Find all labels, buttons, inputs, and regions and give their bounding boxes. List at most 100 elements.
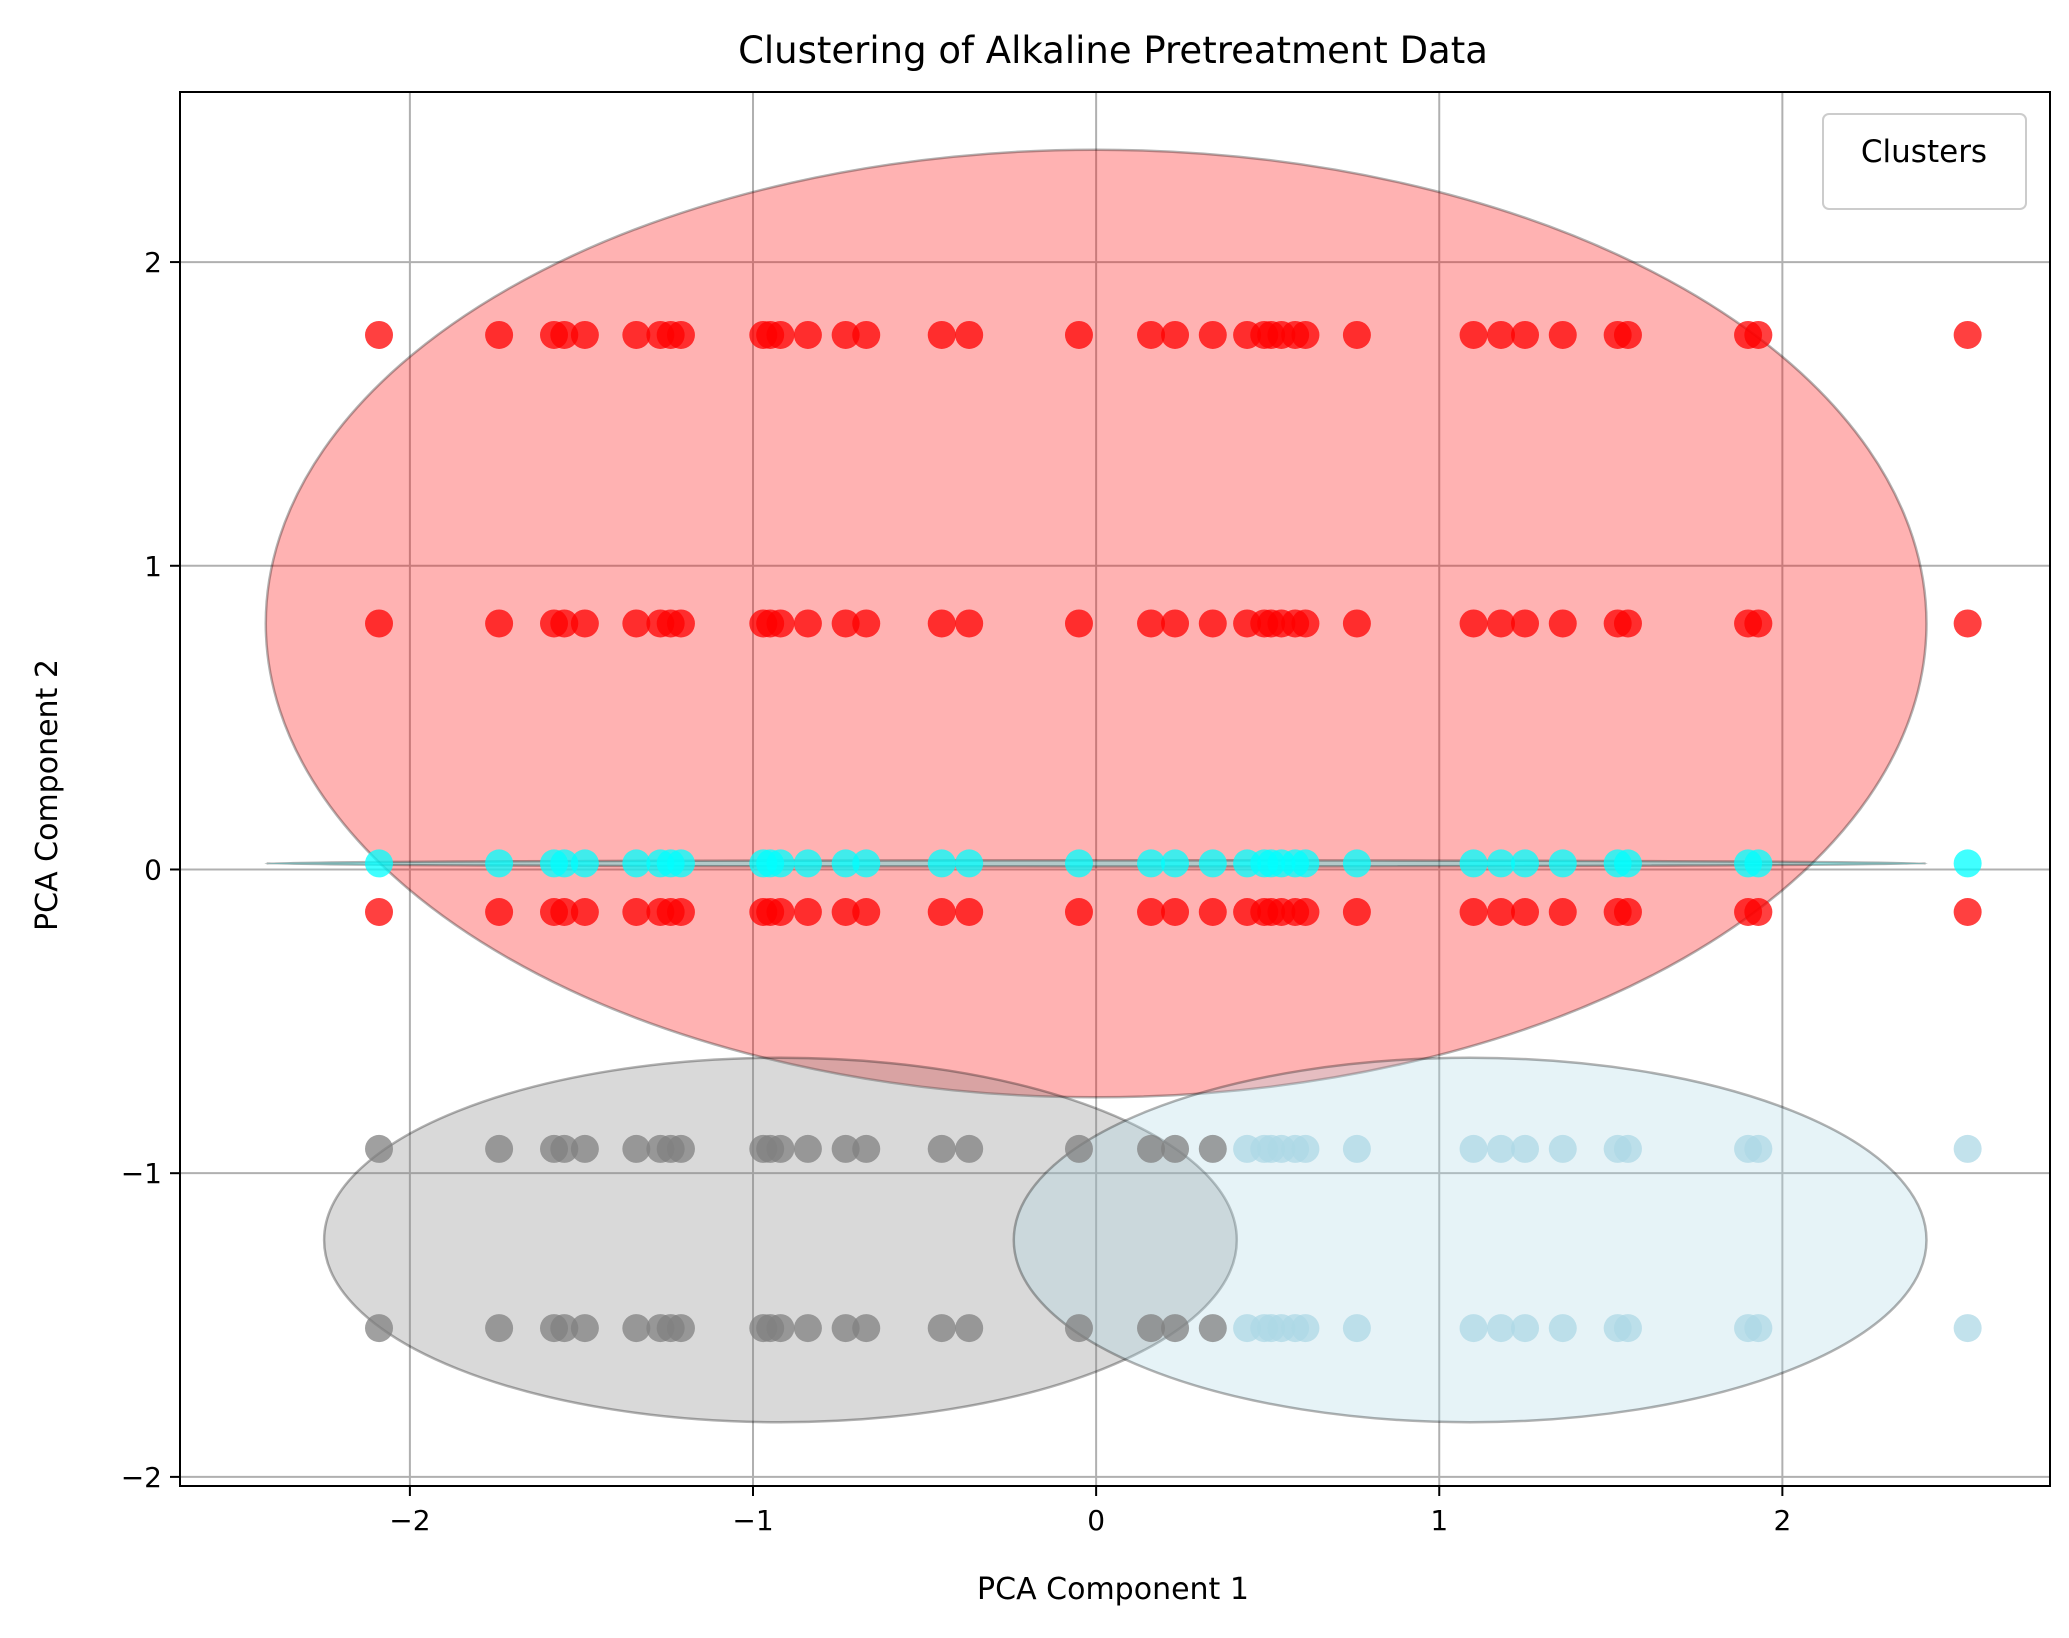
data-point (666, 898, 695, 926)
data-point (485, 609, 514, 638)
x-tick-label: 1 (1430, 1504, 1448, 1537)
data-point (831, 609, 860, 638)
data-point (1198, 849, 1227, 878)
data-point (1487, 1314, 1516, 1343)
data-point (1342, 609, 1371, 638)
data-point (1064, 609, 1093, 638)
data-point (1291, 849, 1320, 878)
data-point (365, 1314, 394, 1343)
data-point (1744, 849, 1773, 878)
data-point (485, 898, 514, 926)
data-point (1137, 898, 1166, 926)
y-axis-label: PCA Component 2 (30, 659, 65, 931)
data-point (793, 1134, 822, 1163)
data-point (1613, 320, 1642, 349)
data-point (927, 849, 956, 878)
data-point (485, 1134, 514, 1163)
data-point (1487, 898, 1516, 926)
y-tick-label: −2 (121, 1461, 162, 1494)
data-point (955, 1314, 984, 1343)
data-point (1744, 609, 1773, 638)
data-point (1342, 1314, 1371, 1343)
data-point (550, 609, 579, 638)
data-point (955, 1134, 984, 1163)
data-point (485, 320, 514, 349)
data-point (1511, 1314, 1540, 1343)
data-point (485, 1314, 514, 1343)
data-point (666, 320, 695, 349)
data-point (1137, 320, 1166, 349)
data-point (570, 1314, 599, 1343)
data-point (365, 320, 394, 349)
data-point (365, 1134, 394, 1163)
data-point (1744, 898, 1773, 926)
data-point (1487, 609, 1516, 638)
axis-ticks: −2 −1 0 1 2 −2 −1 0 1 2 (121, 246, 1792, 1537)
y-tick-label: −1 (121, 1157, 162, 1190)
data-point (1064, 1314, 1093, 1343)
data-point (1511, 1134, 1540, 1163)
data-point (1161, 609, 1190, 638)
data-point (852, 320, 881, 349)
data-point (1342, 1134, 1371, 1163)
data-point (550, 898, 579, 926)
data-point (622, 609, 651, 638)
data-point (622, 1314, 651, 1343)
data-point (570, 898, 599, 926)
y-tick-label: 1 (144, 550, 162, 583)
data-point (766, 849, 795, 878)
data-point (927, 320, 956, 349)
data-point (1459, 609, 1488, 638)
data-point (622, 849, 651, 878)
data-point (766, 1134, 795, 1163)
data-point (955, 609, 984, 638)
data-point (852, 1314, 881, 1343)
data-point (622, 1134, 651, 1163)
data-point (550, 1314, 579, 1343)
data-point (1548, 1314, 1577, 1343)
data-point (365, 849, 394, 878)
data-point (955, 898, 984, 926)
x-axis-label: PCA Component 1 (977, 1572, 1249, 1607)
data-point (365, 898, 394, 926)
data-point (1291, 609, 1320, 638)
data-point (1198, 609, 1227, 638)
data-point (927, 1134, 956, 1163)
data-point (570, 609, 599, 638)
data-point (1064, 1134, 1093, 1163)
data-point (1459, 1314, 1488, 1343)
legend: Clusters (1822, 113, 2027, 210)
cluster-ellipses (264, 148, 1928, 1424)
data-point (1953, 1314, 1982, 1343)
data-point (1161, 849, 1190, 878)
data-point (1548, 898, 1577, 926)
scatter-points (365, 320, 1982, 1343)
data-point (793, 898, 822, 926)
data-point (550, 1134, 579, 1163)
data-point (1291, 1134, 1320, 1163)
data-point (766, 898, 795, 926)
data-point (1064, 320, 1093, 349)
data-point (793, 609, 822, 638)
data-point (1459, 849, 1488, 878)
data-point (550, 849, 579, 878)
data-point (1953, 849, 1982, 878)
data-point (766, 609, 795, 638)
data-point (1459, 1134, 1488, 1163)
data-point (1161, 1314, 1190, 1343)
data-point (570, 1134, 599, 1163)
data-point (793, 320, 822, 349)
data-point (927, 898, 956, 926)
data-point (1744, 1134, 1773, 1163)
data-point (485, 849, 514, 878)
data-point (666, 609, 695, 638)
data-point (1511, 898, 1540, 926)
data-point (1487, 320, 1516, 349)
data-point (1137, 849, 1166, 878)
data-point (1342, 849, 1371, 878)
data-point (793, 1314, 822, 1343)
data-point (1744, 320, 1773, 349)
data-point (1161, 320, 1190, 349)
